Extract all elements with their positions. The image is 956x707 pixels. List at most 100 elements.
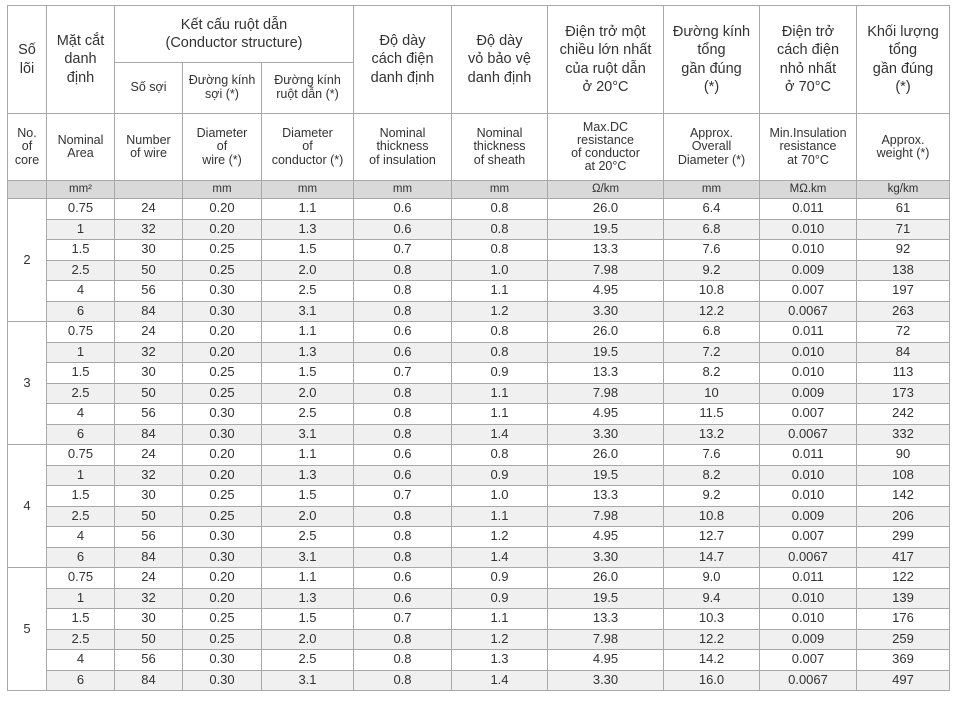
- data-cell: 50: [114, 382, 183, 404]
- data-cell: 4.95: [547, 280, 664, 302]
- header-cell: Max.DC resistance of conductor at 20°C: [547, 113, 664, 181]
- unit-cell: mm²: [46, 180, 115, 199]
- header-cell: Điện trở cách điện nhỏ nhất ở 70°C: [759, 5, 857, 114]
- data-cell: 2.5: [46, 628, 115, 650]
- data-cell: 3.30: [547, 546, 664, 568]
- header-cell: Nominal thickness of insulation: [353, 113, 452, 181]
- data-cell: 2.5: [46, 505, 115, 527]
- data-cell: 3.1: [261, 300, 354, 322]
- data-cell: 0.20: [182, 587, 262, 609]
- data-cell: 138: [856, 259, 950, 281]
- data-cell: 32: [114, 218, 183, 240]
- data-cell: 0.8: [353, 403, 452, 425]
- data-cell: 84: [114, 546, 183, 568]
- data-cell: 84: [114, 300, 183, 322]
- data-cell: 0.8: [353, 526, 452, 548]
- data-cell: 0.30: [182, 546, 262, 568]
- data-cell: 0.010: [759, 362, 857, 384]
- data-cell: 3.1: [261, 546, 354, 568]
- data-cell: 26.0: [547, 198, 664, 220]
- spec-table: Số lõi Mặt cắt danh định Kết cấu ruột dẫ…: [7, 5, 950, 691]
- data-cell: 0.20: [182, 464, 262, 486]
- data-cell: 0.0067: [759, 300, 857, 322]
- data-cell: 122: [856, 567, 950, 589]
- data-cell: 84: [114, 423, 183, 445]
- data-cell: 0.011: [759, 321, 857, 343]
- data-cell: 13.3: [547, 608, 664, 630]
- data-cell: 30: [114, 239, 183, 261]
- data-cell: 176: [856, 608, 950, 630]
- data-cell: 19.5: [547, 587, 664, 609]
- data-cell: 1.3: [451, 649, 548, 671]
- header-cell: Diameter of wire (*): [182, 113, 262, 181]
- data-cell: 369: [856, 649, 950, 671]
- data-cell: 2.5: [46, 382, 115, 404]
- data-cell: 32: [114, 464, 183, 486]
- data-cell: 2.5: [261, 280, 354, 302]
- data-cell: 10.8: [663, 280, 760, 302]
- data-cell: 0.30: [182, 423, 262, 445]
- header-cell: Đường kính tổng gần đúng (*): [663, 5, 760, 114]
- data-cell: 0.011: [759, 444, 857, 466]
- data-cell: 1.2: [451, 628, 548, 650]
- data-cell: 0.7: [353, 608, 452, 630]
- data-cell: 1.1: [451, 403, 548, 425]
- data-cell: 0.25: [182, 382, 262, 404]
- data-cell: 7.2: [663, 341, 760, 363]
- data-cell: 2.5: [261, 526, 354, 548]
- data-cell: 7.6: [663, 444, 760, 466]
- data-cell: 1: [46, 464, 115, 486]
- data-cell: 0.25: [182, 628, 262, 650]
- data-cell: 13.2: [663, 423, 760, 445]
- core-cell: 2: [7, 198, 47, 322]
- data-cell: 417: [856, 546, 950, 568]
- data-cell: 10.3: [663, 608, 760, 630]
- data-cell: 4: [46, 526, 115, 548]
- data-row: 1 32 0.20 1.3 0.6 0.8 19.5 6.8 0.010 71: [8, 218, 950, 240]
- data-cell: 0.010: [759, 485, 857, 507]
- data-row: 4 56 0.30 2.5 0.8 1.1 4.95 11.5 0.007 242: [8, 403, 950, 425]
- data-cell: 0.007: [759, 403, 857, 425]
- data-cell: 1.5: [261, 485, 354, 507]
- data-cell: 84: [856, 341, 950, 363]
- data-cell: 14.7: [663, 546, 760, 568]
- data-cell: 0.8: [353, 423, 452, 445]
- data-cell: 0.7: [353, 239, 452, 261]
- data-cell: 0.011: [759, 198, 857, 220]
- data-cell: 0.9: [451, 464, 548, 486]
- data-cell: 1.5: [261, 239, 354, 261]
- data-cell: 0.25: [182, 608, 262, 630]
- header-cell: No. of core: [7, 113, 47, 181]
- data-cell: 2.5: [261, 403, 354, 425]
- data-cell: 1.5: [46, 485, 115, 507]
- data-row: 2.5 50 0.25 2.0 0.8 1.2 7.98 12.2 0.009 259: [8, 628, 950, 650]
- data-row: 2.5 50 0.25 2.0 0.8 1.1 7.98 10 0.009 173: [8, 382, 950, 404]
- data-row: 4 56 0.30 2.5 0.8 1.1 4.95 10.8 0.007 197: [8, 280, 950, 302]
- data-row: 4 56 0.30 2.5 0.8 1.2 4.95 12.7 0.007 299: [8, 526, 950, 548]
- data-cell: 1.2: [451, 526, 548, 548]
- data-cell: 90: [856, 444, 950, 466]
- data-cell: 1.0: [451, 485, 548, 507]
- data-cell: 0.20: [182, 198, 262, 220]
- data-cell: 0.30: [182, 526, 262, 548]
- data-cell: 0.6: [353, 464, 452, 486]
- core-cell: 3: [7, 321, 47, 445]
- data-cell: 4.95: [547, 526, 664, 548]
- data-cell: 0.9: [451, 567, 548, 589]
- data-cell: 0.25: [182, 505, 262, 527]
- data-cell: 6: [46, 669, 115, 691]
- data-cell: 0.25: [182, 362, 262, 384]
- data-row: 1.5 30 0.25 1.5 0.7 1.1 13.3 10.3 0.010 176: [8, 608, 950, 630]
- data-cell: 19.5: [547, 464, 664, 486]
- data-cell: 14.2: [663, 649, 760, 671]
- data-cell: 19.5: [547, 218, 664, 240]
- data-row: 2 0.75 24 0.20 1.1 0.6 0.8 26.0 6.4 0.011 61: [7, 198, 950, 322]
- header-cell: Number of wire: [114, 113, 183, 181]
- data-cell: 299: [856, 526, 950, 548]
- data-cell: 7.98: [547, 382, 664, 404]
- data-cell: 242: [856, 403, 950, 425]
- data-cell: 84: [114, 669, 183, 691]
- data-cell: 56: [114, 526, 183, 548]
- data-cell: 6.8: [663, 218, 760, 240]
- data-row: 1 32 0.20 1.3 0.6 0.8 19.5 7.2 0.010 84: [8, 341, 950, 363]
